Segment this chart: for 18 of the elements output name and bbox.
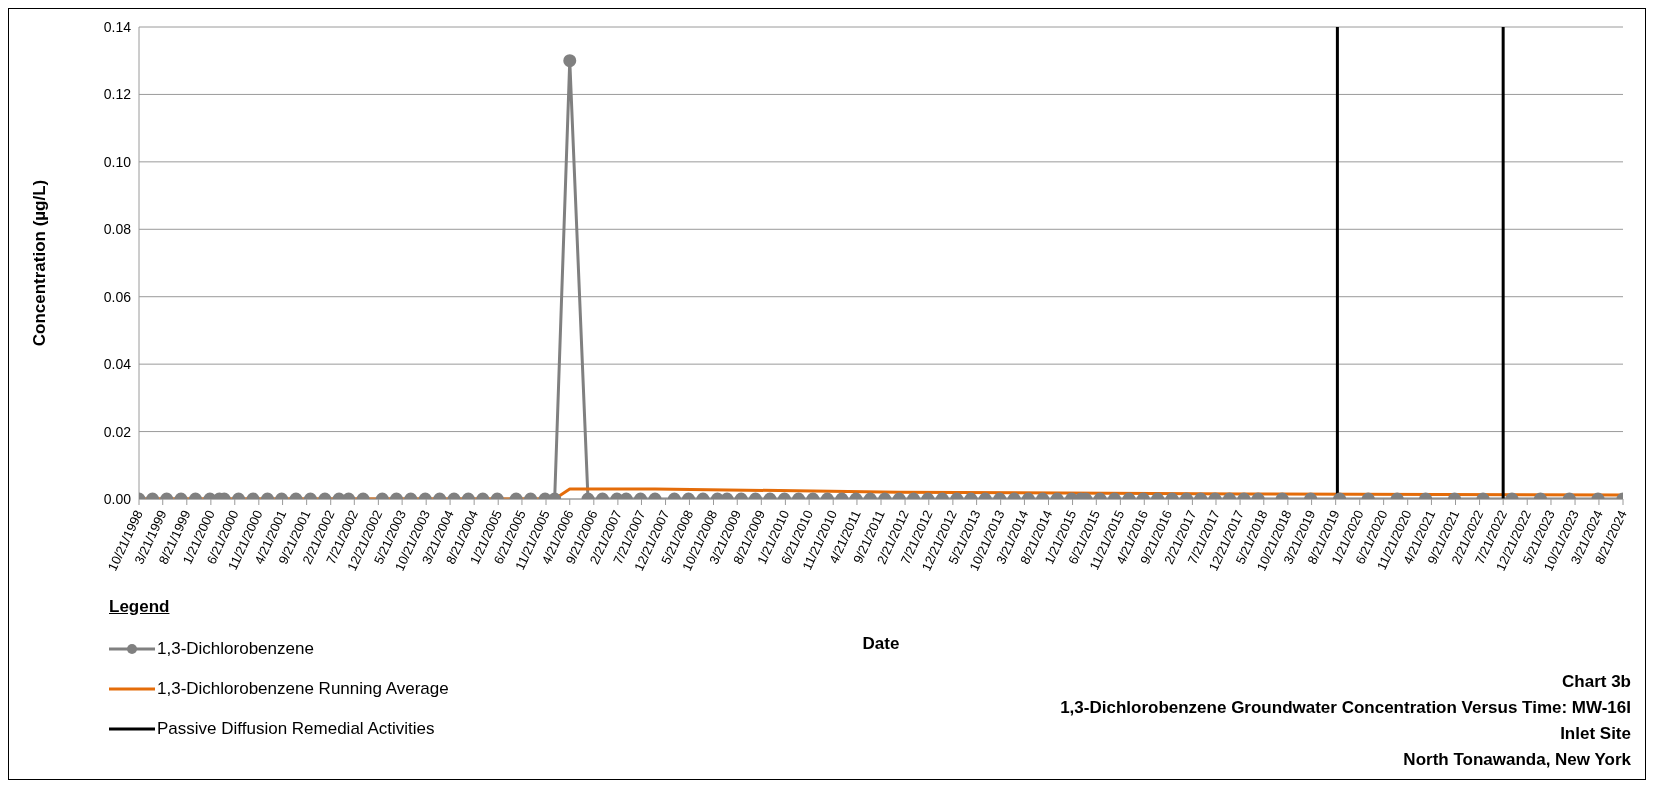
y-tick-label: 0.00 [103,490,132,507]
y-tick-label: 0.02 [103,423,132,440]
text: Chart 3b [1561,671,1631,693]
y-tick-label: 0.10 [103,153,132,170]
text: 1,3-Dichlorobenzene Groundwater Concentration Versus Time: MW-16I [1060,697,1631,719]
y-tick-label: 0.08 [103,221,132,238]
legend-label: Passive Diffusion Remedial Activities [157,719,435,739]
text: North Tonawanda, New York [1402,749,1631,771]
y-tick-label: 0.04 [103,356,132,373]
legend-title: Legend [109,597,171,617]
y-tick-label: 0.12 [103,86,132,103]
legend-label: 1,3-Dichlorobenzene Running Average [157,679,449,699]
y-tick-label: 0.14 [103,18,132,35]
text: Inlet Site [1559,723,1631,745]
x-axis-title: Date [862,634,900,653]
y-axis-title: Concentration (µg/L) [30,179,50,347]
legend-label: 1,3-Dichlorobenzene [157,639,314,659]
y-tick-label: 0.06 [103,288,132,305]
